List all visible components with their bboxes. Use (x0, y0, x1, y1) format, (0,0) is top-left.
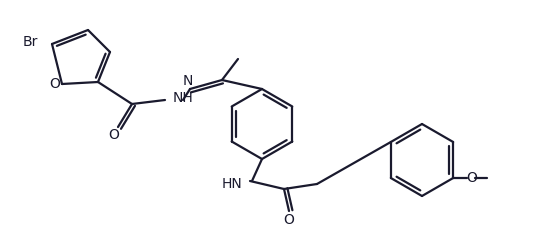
Text: O: O (49, 77, 60, 91)
Text: N: N (183, 74, 193, 88)
Text: O: O (467, 171, 478, 185)
Text: NH: NH (173, 91, 194, 105)
Text: O: O (283, 213, 294, 227)
Text: HN: HN (221, 177, 242, 191)
Text: O: O (109, 128, 119, 142)
Text: Br: Br (23, 35, 38, 49)
